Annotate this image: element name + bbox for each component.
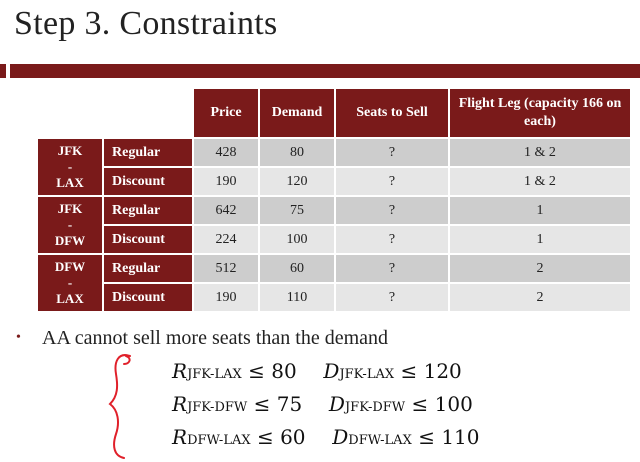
- demand-cell: 80: [258, 137, 336, 168]
- demand-cell: 75: [258, 195, 336, 226]
- title-bar-left: [0, 64, 6, 78]
- fare-cell: Discount: [102, 166, 194, 197]
- leg-cell: 2: [448, 282, 632, 313]
- price-cell: 428: [192, 137, 260, 168]
- route-cell: DFW - LAX: [36, 253, 104, 313]
- leg-cell: 1: [448, 195, 632, 226]
- table-row: Discount 190 120 ? 1 & 2: [37, 166, 632, 197]
- leg-cell: 1 & 2: [448, 166, 632, 197]
- title-bar: [10, 64, 640, 78]
- demand-cell: 100: [258, 224, 336, 255]
- bullet-text: AA cannot sell more seats than the deman…: [42, 327, 389, 349]
- fare-cell: Regular: [102, 253, 194, 284]
- constraint-line: RDFW-LAX ≤ 60 DDFW-LAX ≤ 110: [172, 425, 480, 449]
- fare-cell: Regular: [102, 195, 194, 226]
- constraint-line: RJFK-DFW ≤ 75 DJFK-DFW ≤ 100: [172, 392, 473, 416]
- seats-cell: ?: [334, 195, 450, 226]
- header-seats-to-sell: Seats to Sell: [334, 87, 450, 139]
- header-flight-leg: Flight Leg (capacity 166 on each): [448, 87, 632, 139]
- table-row: Discount 190 110 ? 2: [37, 282, 632, 313]
- seats-cell: ?: [334, 137, 450, 168]
- demand-cell: 60: [258, 253, 336, 284]
- table-row: Discount 224 100 ? 1: [37, 224, 632, 255]
- demand-cell: 120: [258, 166, 336, 197]
- header-price: Price: [192, 87, 260, 139]
- fare-cell: Regular: [102, 137, 194, 168]
- seats-cell: ?: [334, 166, 450, 197]
- table-row: DFW - LAX Regular 512 60 ? 2: [36, 253, 632, 313]
- leg-cell: 2: [448, 253, 632, 284]
- red-brace-annotation: [108, 354, 131, 459]
- route-cell: JFK - LAX: [36, 137, 104, 197]
- page-title: Step 3. Constraints: [14, 5, 278, 42]
- demand-cell: 110: [258, 282, 336, 313]
- constraint-line: RJFK-LAX ≤ 80 DJFK-LAX ≤ 120: [172, 359, 462, 383]
- price-cell: 224: [192, 224, 260, 255]
- route-cell: JFK - DFW: [36, 195, 104, 255]
- seats-cell: ?: [334, 253, 450, 284]
- price-cell: 512: [192, 253, 260, 284]
- bullet-dot-icon: •: [16, 330, 21, 345]
- constraints-table: Price Demand Seats to Sell Flight Leg (c…: [36, 87, 632, 313]
- fare-cell: Discount: [102, 282, 194, 313]
- price-cell: 190: [192, 282, 260, 313]
- leg-cell: 1: [448, 224, 632, 255]
- table-row: JFK - LAX Regular 428 80 ? 1 & 2: [36, 137, 632, 197]
- header-demand: Demand: [258, 87, 336, 139]
- fare-cell: Discount: [102, 224, 194, 255]
- seats-cell: ?: [334, 282, 450, 313]
- table-row: JFK - DFW Regular 642 75 ? 1: [36, 195, 632, 255]
- price-cell: 642: [192, 195, 260, 226]
- price-cell: 190: [192, 166, 260, 197]
- seats-cell: ?: [334, 224, 450, 255]
- leg-cell: 1 & 2: [448, 137, 632, 168]
- table-header-row: Price Demand Seats to Sell Flight Leg (c…: [37, 87, 632, 139]
